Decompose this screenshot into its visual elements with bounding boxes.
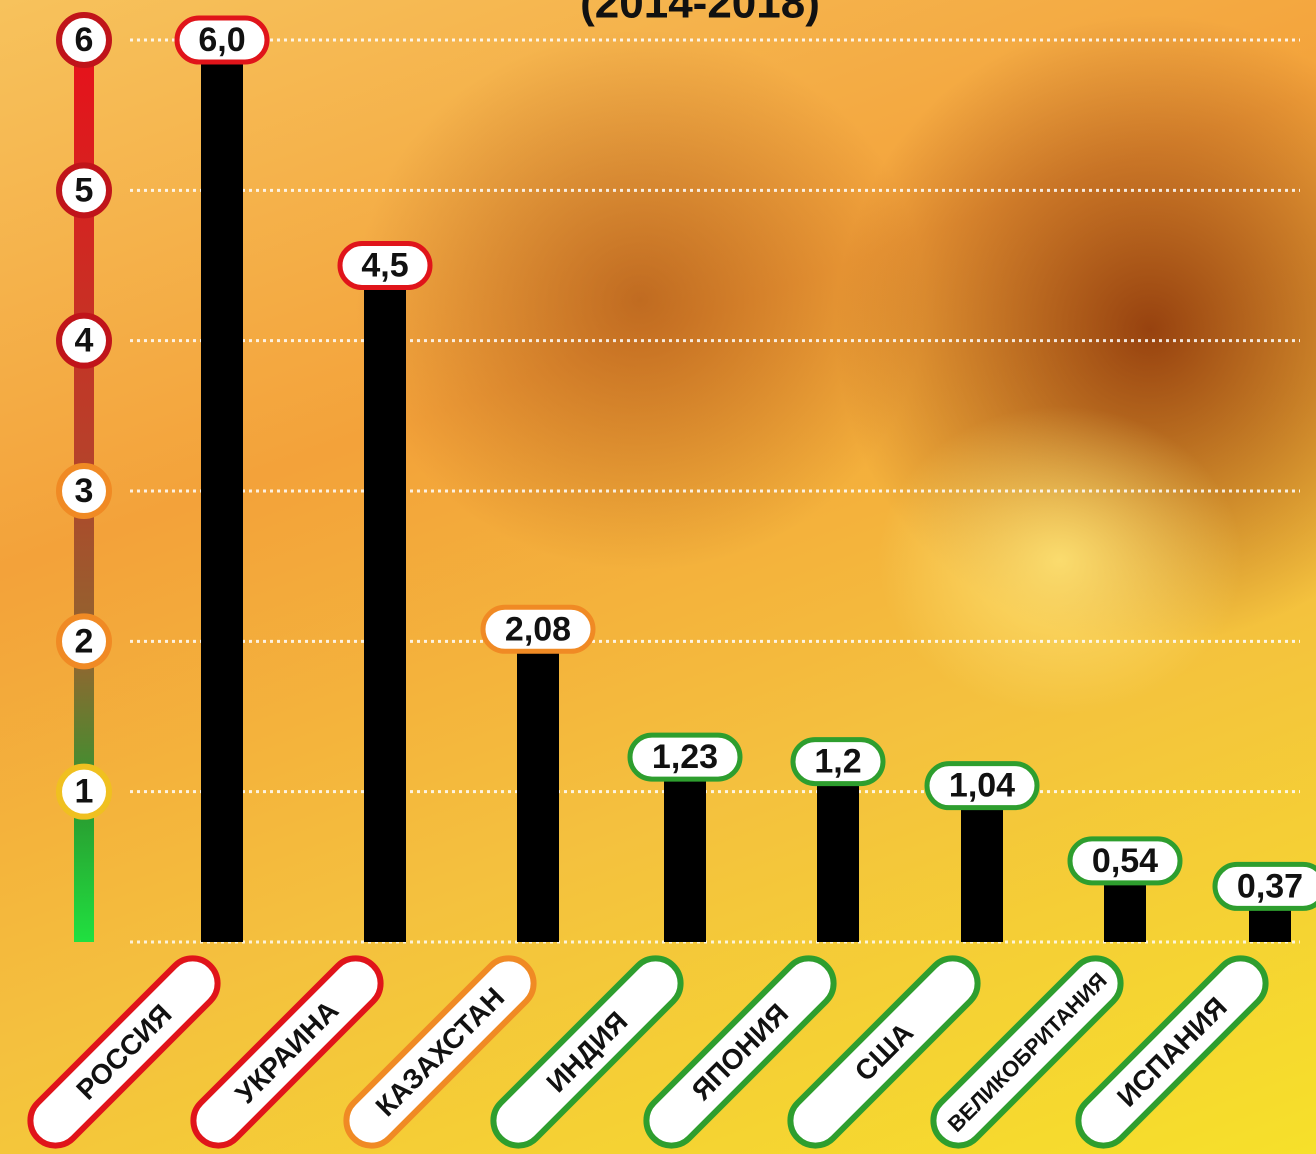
bar	[364, 265, 406, 942]
value-label-box	[627, 732, 743, 782]
value-label-box	[480, 604, 596, 654]
bar	[664, 757, 706, 942]
value-label-box	[790, 737, 886, 787]
value-label-box	[174, 15, 270, 65]
bar	[817, 761, 859, 942]
y-tick-label: 3	[75, 472, 94, 510]
value-label: 0,54	[1092, 842, 1158, 880]
bar	[201, 40, 243, 942]
value-label: 1,04	[949, 767, 1015, 805]
x-tick-label: ИСПАНИЯ	[1111, 991, 1233, 1113]
value-label: 2,08	[505, 610, 571, 648]
bar	[961, 785, 1003, 942]
y-tick-circle	[56, 613, 112, 670]
category-box	[787, 955, 981, 1149]
value-label-box	[1067, 836, 1183, 886]
category-box	[190, 955, 384, 1149]
value-label: 1,23	[652, 738, 718, 776]
y-tick-label: 2	[75, 622, 94, 660]
category-label: УКРАИНА	[190, 955, 384, 1149]
y-tick-circle	[56, 763, 112, 820]
value-label-box	[1212, 861, 1316, 911]
category-box	[490, 955, 684, 1149]
y-tick-circle	[56, 463, 112, 519]
chart-subtitle: (2014-2018)	[580, 0, 820, 28]
bar	[517, 629, 559, 942]
value-label: 1,2	[814, 743, 861, 781]
y-tick-label: 1	[75, 773, 94, 811]
value-label-box	[337, 241, 433, 290]
y-tick-circle	[56, 312, 112, 369]
y-tick-circle	[56, 12, 112, 68]
value-label: 4,5	[361, 246, 408, 284]
x-tick-label: КАЗАХСТАН	[370, 982, 511, 1123]
value-label-box	[924, 761, 1040, 811]
category-box	[930, 955, 1124, 1149]
y-tick-label: 4	[75, 322, 94, 360]
x-tick-label: УКРАИНА	[229, 994, 344, 1109]
category-box	[27, 955, 221, 1149]
value-label: 0,37	[1237, 867, 1303, 905]
category-box	[343, 955, 537, 1149]
category-box	[1075, 955, 1269, 1149]
y-tick-label: 6	[75, 21, 94, 59]
y-tick-label: 5	[75, 171, 94, 209]
y-tick-circle	[56, 162, 112, 219]
category-label: ИНДИЯ	[490, 955, 684, 1149]
value-label: 6,0	[198, 21, 245, 59]
